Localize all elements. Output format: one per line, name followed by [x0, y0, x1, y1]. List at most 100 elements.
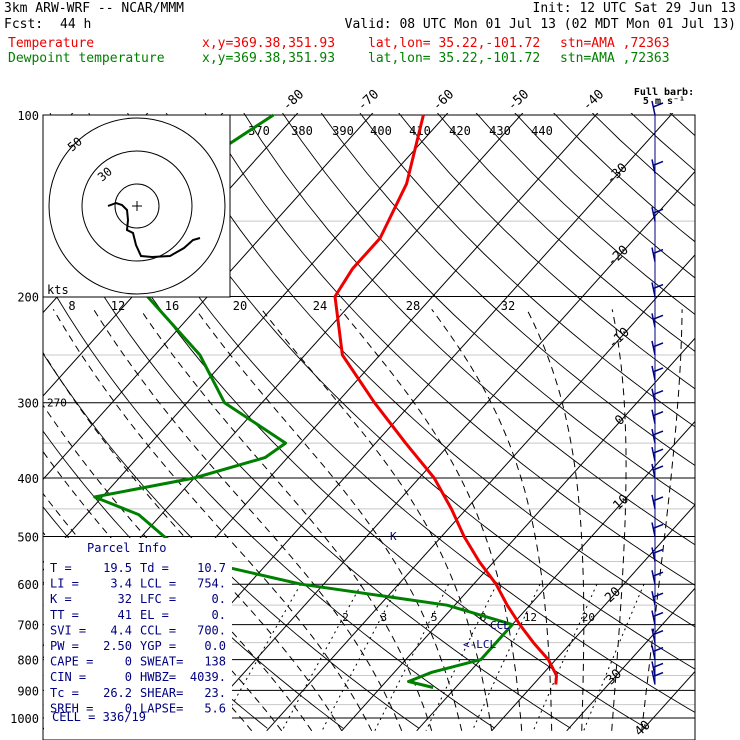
moist-adiabat: [139, 309, 433, 731]
parcel-param-value: 0: [125, 655, 132, 669]
wind-barb: [651, 661, 656, 676]
hodograph-ring-outer: [48, 117, 226, 295]
isotherm-line: [566, 587, 695, 732]
parcel-param-label: SWEAT=: [140, 655, 183, 669]
isotherm-line: [717, 102, 740, 731]
pressure-tick-label: 500: [17, 530, 39, 544]
pressure-tick-label: 700: [17, 619, 39, 633]
wind-barb-flag: [652, 314, 664, 321]
wind-barb: [651, 340, 656, 356]
model-title: 3km ARW-WRF -- NCAR/MMM: [4, 1, 185, 16]
parcel-info-title: Parcel Info: [87, 541, 166, 555]
wind-barb-flag: [652, 662, 664, 669]
init-time: Init: 12 UTC Sat 29 Jun 13: [532, 1, 737, 16]
isotherm-line: [341, 337, 695, 732]
temperature-latlon: lat,lon= 35.22,-101.72: [368, 36, 541, 51]
wind-barb: [651, 628, 656, 643]
wind-barb: [651, 610, 656, 625]
parcel-param-value: 0.: [212, 592, 226, 606]
k-marker: K: [390, 530, 397, 543]
parcel-param-value: 3.4: [110, 577, 132, 591]
wind-barb-flag: [652, 629, 664, 636]
wind-barb: [651, 282, 656, 297]
parcel-param-label: CCL =: [140, 623, 176, 637]
parcel-param-label: Td =: [140, 561, 169, 575]
moist-adiabat: [340, 308, 523, 731]
dewpoint-legend: Dewpoint temperature: [8, 51, 165, 66]
dry-adiabat: [696, 102, 740, 729]
parcel-cell: CELL = 336/19: [52, 710, 146, 724]
wind-barb-flag: [652, 523, 664, 530]
wind-barb: [651, 365, 656, 381]
ccl-marker: CCL: [490, 619, 510, 632]
isotherm-label: -50: [505, 87, 532, 114]
wind-barb: [651, 547, 656, 562]
pressure-tick-label: 900: [17, 684, 39, 698]
temperature-profile: [333, 114, 558, 685]
parcel-param-label: LFC =: [140, 592, 176, 606]
dry-adiabat: [127, 113, 695, 670]
isotherm-line: [43, 113, 449, 564]
parcel-param-value: 26.2: [103, 686, 132, 700]
dry-adiabat: [359, 113, 695, 428]
wind-barb-flag: [652, 611, 664, 618]
wind-barb-flag: [652, 571, 664, 577]
hodograph-ring-inner: [114, 183, 160, 229]
moist-adiabat: [431, 309, 553, 731]
moist-adiabat: [261, 308, 493, 731]
parcel-param-value: 0: [125, 670, 132, 684]
mixing-ratio-label: 12: [524, 611, 537, 624]
wind-barb: [651, 591, 656, 606]
wind-barb: [651, 247, 656, 262]
dry-adiabat: [734, 102, 740, 729]
parcel-param-label: YGP =: [140, 639, 176, 653]
parcel-param-value: 754.: [197, 577, 226, 591]
theta-e-label: 420: [449, 124, 471, 138]
wind-barb: [651, 645, 656, 660]
parcel-param-value: 4.4: [110, 623, 132, 637]
isotherm-label: -60: [430, 87, 457, 114]
pressure-tick-label: 800: [17, 654, 39, 668]
parcel-param-value: 4039.: [190, 670, 226, 684]
wind-barb: [651, 207, 656, 222]
speed-label: 24: [313, 299, 327, 313]
wind-barb: [651, 670, 656, 685]
wind-barb-flag: [652, 465, 664, 471]
mixing-ratio-label: 2: [342, 611, 349, 624]
parcel-param-value: 0: [125, 701, 132, 715]
wind-barb: [651, 570, 656, 585]
pressure-tick-label: 300: [17, 397, 39, 411]
mixing-ratio-line: [374, 583, 450, 732]
speed-label: 32: [501, 299, 515, 313]
dry-adiabat: [88, 113, 695, 713]
forecast-label: Fcst:: [4, 17, 44, 32]
wind-barb-flag: [652, 342, 664, 348]
theta-e-label: 440: [531, 124, 553, 138]
valid-time: Valid: 08 UTC Mon 01 Jul 13 (02 MDT Mon …: [344, 17, 736, 32]
parcel-param-label: CAPE =: [50, 655, 93, 669]
wind-barb: [651, 159, 656, 174]
parcel-param-label: Tc =: [50, 686, 79, 700]
dry-adiabat: [553, 113, 695, 243]
dewpoint-station: stn=AMA ,72363: [560, 51, 670, 66]
dewpoint-latlon: lat,lon= 35.22,-101.72: [368, 51, 541, 66]
wind-barb: [651, 409, 656, 424]
moist-adiabat: [93, 309, 403, 731]
mixing-ratio-line: [281, 583, 362, 732]
isotherm-label: -40: [580, 87, 607, 114]
dry-adiabat: [165, 113, 695, 628]
dry-adiabat: [398, 113, 695, 390]
dry-adiabat: [669, 113, 695, 137]
mixing-ratio-line: [217, 583, 302, 732]
theta-e-label: 380: [291, 124, 313, 138]
wind-barb-flag: [652, 102, 664, 108]
pressure-tick-label: 200: [17, 291, 39, 305]
wind-barb-flag: [652, 430, 664, 436]
dry-adiabat: [204, 113, 695, 586]
plot-frame: [42, 114, 696, 740]
theta-label: 270: [47, 397, 67, 410]
parcel-param-label: LAPSE=: [140, 701, 183, 715]
wind-barb: [651, 522, 656, 537]
parcel-param-value: 138: [204, 655, 226, 669]
wind-barb: [651, 388, 656, 403]
